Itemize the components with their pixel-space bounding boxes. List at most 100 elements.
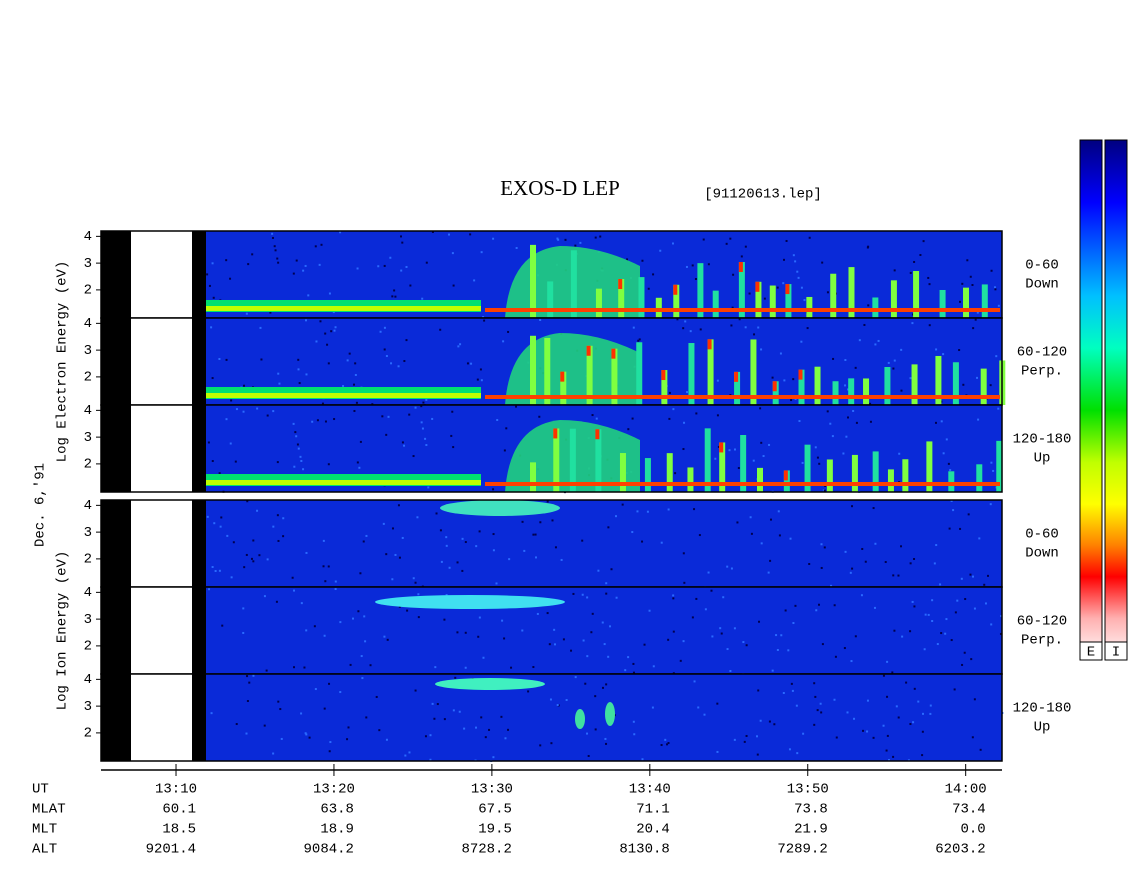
- noise: [488, 728, 491, 731]
- noise: [425, 261, 428, 264]
- noise: [736, 521, 739, 524]
- noise: [582, 639, 585, 642]
- noise: [319, 320, 322, 323]
- noise: [685, 265, 688, 268]
- noise: [461, 569, 464, 572]
- burst: [570, 250, 577, 318]
- noise: [808, 562, 811, 565]
- noise: [966, 259, 969, 262]
- noise: [782, 282, 785, 285]
- noise: [854, 635, 857, 638]
- noise: [738, 318, 741, 321]
- noise: [989, 384, 992, 387]
- noise: [311, 420, 314, 423]
- noise: [225, 418, 228, 421]
- y-tick-label: 2: [84, 552, 92, 568]
- noise: [873, 606, 876, 609]
- noise: [332, 311, 335, 314]
- noise: [252, 539, 255, 542]
- noise: [729, 669, 732, 672]
- noise: [948, 527, 951, 530]
- noise: [849, 571, 852, 574]
- noise: [405, 265, 408, 268]
- noise: [976, 311, 979, 314]
- y-tick-label: 2: [84, 283, 92, 299]
- noise: [844, 359, 847, 362]
- noise: [269, 311, 272, 314]
- noise: [414, 689, 417, 692]
- spectrogram-bg: [206, 587, 1002, 674]
- noise: [389, 256, 392, 259]
- noise: [252, 674, 255, 677]
- noise: [436, 703, 439, 706]
- noise: [295, 435, 298, 438]
- noise: [660, 541, 663, 544]
- burst: [756, 467, 763, 492]
- band: [485, 395, 1000, 399]
- noise: [403, 444, 406, 447]
- noise: [293, 589, 296, 592]
- noise: [866, 246, 869, 249]
- band: [206, 306, 481, 311]
- noise: [990, 269, 993, 272]
- band: [485, 308, 1000, 312]
- noise: [266, 414, 269, 417]
- noise: [242, 607, 245, 610]
- panel-frame: [100, 404, 1003, 493]
- noise: [210, 326, 213, 329]
- noise: [304, 732, 307, 735]
- burst: [926, 441, 933, 492]
- noise: [211, 262, 214, 265]
- noise: [983, 583, 986, 586]
- noise: [636, 510, 639, 513]
- noise: [792, 254, 795, 257]
- noise: [572, 592, 575, 595]
- noise: [330, 330, 333, 333]
- noise: [829, 422, 832, 425]
- noise: [225, 259, 228, 262]
- noise: [412, 455, 415, 458]
- noise: [835, 736, 838, 739]
- noise: [667, 638, 670, 641]
- noise: [797, 276, 800, 279]
- noise: [581, 539, 584, 542]
- noise: [279, 708, 282, 711]
- burst: [530, 462, 536, 492]
- noise: [539, 521, 542, 524]
- noise: [768, 720, 771, 723]
- noise: [243, 384, 246, 387]
- burst: [772, 381, 777, 392]
- noise: [303, 666, 306, 669]
- burst: [755, 281, 762, 318]
- noise: [814, 446, 817, 449]
- noise: [230, 576, 233, 579]
- noise: [974, 318, 977, 321]
- noise: [685, 391, 688, 394]
- noise: [385, 553, 388, 556]
- burst: [553, 428, 560, 492]
- noise: [328, 682, 331, 685]
- noise: [591, 612, 594, 615]
- orbit-value: 73.4: [952, 802, 986, 818]
- noise: [818, 462, 821, 465]
- noise: [605, 592, 608, 595]
- panel-label: 60-120: [1017, 614, 1067, 630]
- noise: [445, 593, 448, 596]
- noise: [892, 755, 895, 758]
- noise: [282, 535, 285, 538]
- noise: [554, 643, 557, 646]
- burst: [655, 297, 662, 318]
- noise: [477, 635, 480, 638]
- noise: [503, 449, 506, 452]
- noise: [821, 261, 824, 264]
- noise: [647, 287, 650, 290]
- noise: [218, 569, 221, 572]
- noise: [353, 409, 356, 412]
- noise: [339, 621, 342, 624]
- noise: [305, 733, 308, 736]
- panel-frame: [100, 673, 1003, 762]
- noise: [245, 732, 248, 735]
- noise: [328, 292, 331, 295]
- noise: [823, 489, 826, 492]
- noise: [768, 443, 771, 446]
